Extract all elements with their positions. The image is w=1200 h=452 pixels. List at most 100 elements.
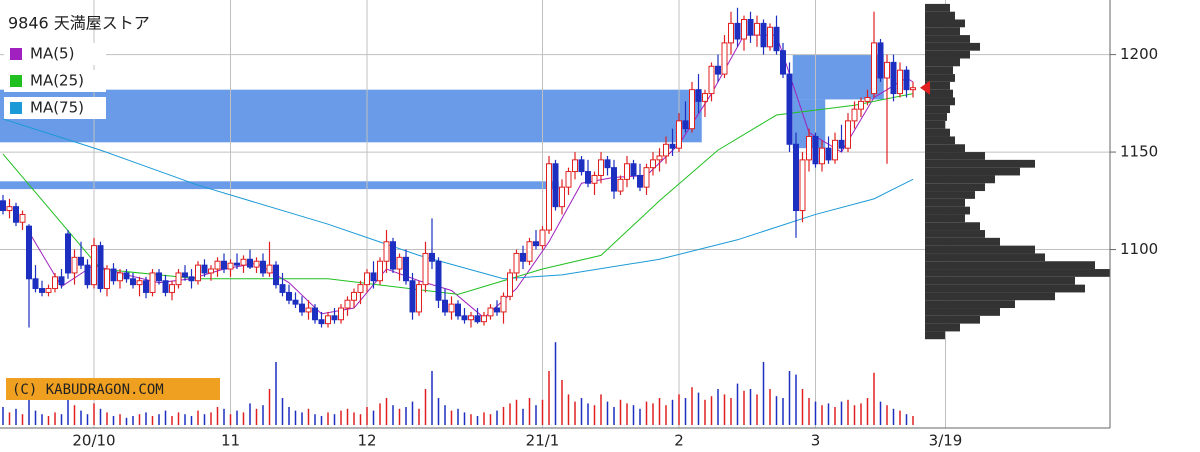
candle-body [279,284,286,293]
volume-bar [619,399,622,425]
volume-bar [93,403,95,425]
profile-bar [925,105,950,114]
candle-body [19,213,26,223]
profile-bar [925,253,1045,262]
legend-swatch [10,48,22,60]
candle-body [84,264,91,286]
volume-bar [229,414,232,425]
candle-body [552,163,559,208]
zone [0,89,702,143]
candle-body [331,315,338,321]
volume-bar [190,416,193,425]
profile-bar [925,284,1085,293]
profile-bar [925,120,945,129]
candle-body [175,272,182,286]
legend-label: MA(75) [30,99,84,117]
volume-bar [34,410,37,425]
candle-body [656,155,663,161]
volume-bar [158,414,160,425]
candle-body [65,233,71,274]
candle-body [890,61,897,95]
volume-bar [860,403,862,425]
candle-body [689,89,695,130]
candle-body [676,120,682,149]
candle-body [214,260,221,270]
volume-bar [632,405,635,425]
profile-bar [925,11,955,20]
volume-bar [177,412,180,425]
volume-bar [671,399,674,425]
volume-bar [905,414,908,425]
volume-bar [561,380,563,425]
volume-bar [515,399,518,425]
volume-bar [353,412,355,425]
volume-bar [307,408,310,425]
volume-bar [457,408,459,425]
candle-body [91,245,97,286]
candle-body [136,280,143,286]
candle-body [448,303,455,313]
candle-body [481,315,487,323]
profile-bar [925,81,950,90]
volume-bar [385,398,388,425]
candle-body [585,171,591,184]
volume-bar [67,399,69,425]
candle-body [58,276,65,286]
volume-bar [223,408,225,425]
volume-bar [73,405,76,425]
candle-body [526,241,533,262]
candle-body [643,167,650,188]
volume-bar [795,374,797,425]
profile-bar [925,230,985,238]
candle-body [227,262,234,270]
ma-line [2,118,914,280]
candle-body [474,315,481,323]
candle-body [234,262,240,266]
candle-body [78,256,84,266]
volume-bar [606,401,609,425]
volume-bar [775,396,778,425]
candle-body [117,272,123,282]
volume-bar [398,408,401,425]
volume-bar [528,398,531,425]
volume-bar [314,414,316,425]
candle-body [578,159,585,173]
volume-bar [684,398,687,425]
volume-bar [814,401,817,425]
candle-body [364,272,370,286]
volume-bar [392,405,394,425]
candle-body [52,276,58,290]
candle-body [546,163,552,231]
candle-body [721,42,728,75]
profile [925,3,1110,340]
volume-bar [496,410,498,425]
volume-bar [268,389,271,425]
profile-bar [925,183,985,192]
candle-body [338,307,344,321]
candle-body [292,299,299,305]
candle-body [669,143,676,149]
profile-bar [925,269,1110,277]
legend-swatch [10,102,22,114]
volume-bar [411,401,414,425]
legend-label: MA(5) [30,45,74,63]
volume-bar [704,399,706,425]
candle-body [45,288,52,293]
candle-body [390,241,396,270]
candle-body [97,245,104,290]
candle-body [383,241,390,262]
legend-bg [4,97,106,119]
volume-bar [145,412,147,425]
profile-bar [925,308,1000,316]
legend-bg [4,70,106,92]
candle-body [351,291,357,301]
profile-bar [925,261,1095,270]
profile-bar [925,276,1075,285]
candle-body [747,18,754,36]
volume-bar [86,414,89,425]
candle-body [884,61,890,79]
candle-body [403,256,409,282]
legend-label: MA(25) [30,72,84,90]
x-tick-label: 21/1 [526,432,560,450]
x-tick-label: 20/10 [72,432,115,450]
